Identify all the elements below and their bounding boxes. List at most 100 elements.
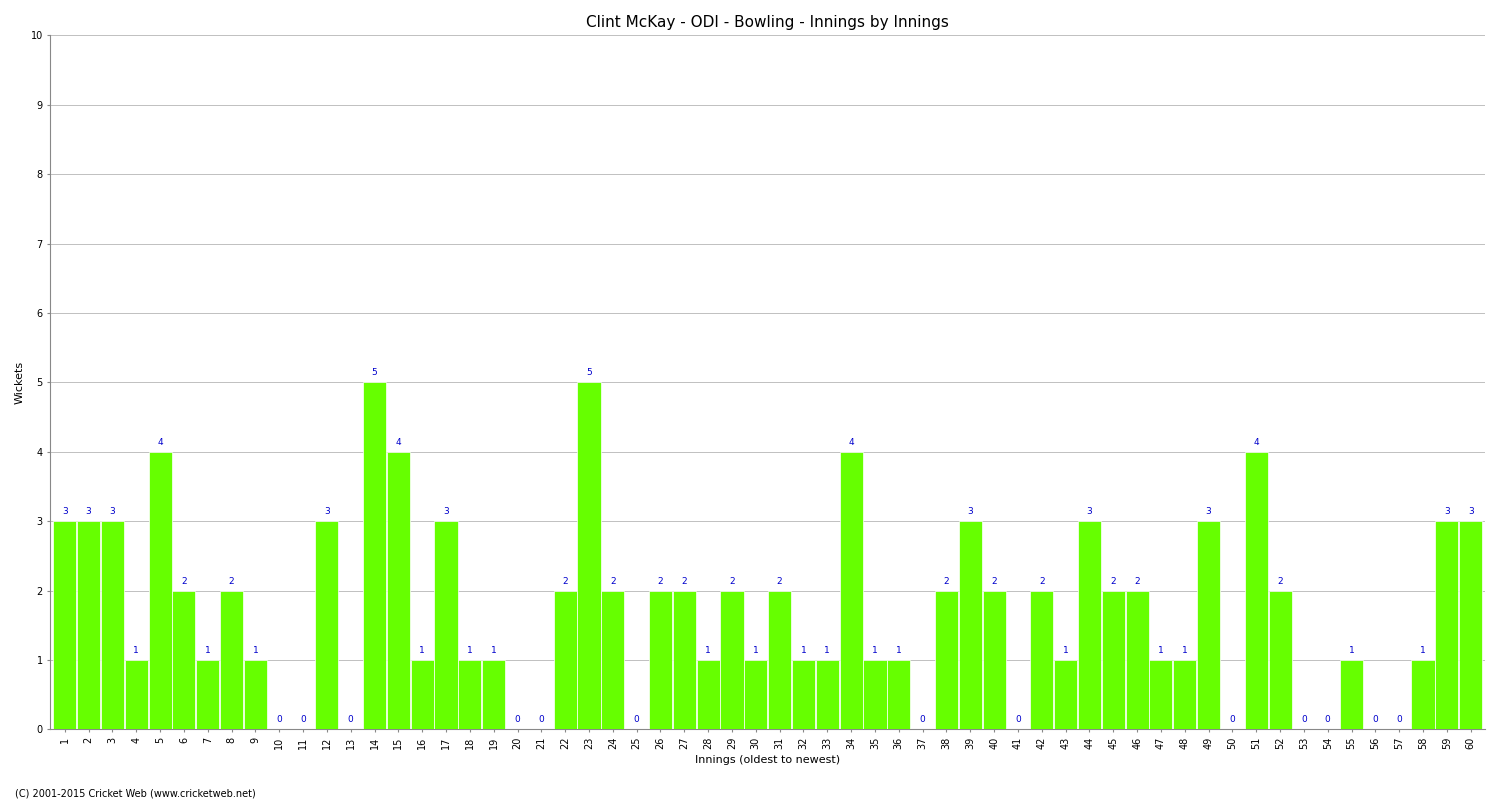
Text: 1: 1 — [825, 646, 830, 655]
Bar — [958, 521, 982, 730]
Bar — [148, 452, 171, 730]
Bar — [1340, 660, 1364, 730]
Bar — [363, 382, 386, 730]
Bar — [411, 660, 434, 730]
Text: 5: 5 — [372, 369, 378, 378]
Bar — [220, 590, 243, 730]
Text: 0: 0 — [276, 715, 282, 725]
Text: 3: 3 — [62, 507, 68, 516]
Text: 1: 1 — [896, 646, 902, 655]
Bar — [840, 452, 862, 730]
Text: 0: 0 — [1372, 715, 1378, 725]
Text: 1: 1 — [252, 646, 258, 655]
Text: 0: 0 — [1324, 715, 1330, 725]
Bar — [554, 590, 576, 730]
Text: 1: 1 — [753, 646, 759, 655]
Text: 0: 0 — [300, 715, 306, 725]
Text: 0: 0 — [538, 715, 544, 725]
Bar — [1245, 452, 1268, 730]
Text: 1: 1 — [206, 646, 210, 655]
Text: 2: 2 — [562, 577, 568, 586]
Text: 3: 3 — [110, 507, 116, 516]
Text: 1: 1 — [871, 646, 877, 655]
Text: 5: 5 — [586, 369, 592, 378]
Bar — [482, 660, 506, 730]
Bar — [816, 660, 839, 730]
Text: 2: 2 — [1040, 577, 1044, 586]
Text: 1: 1 — [1158, 646, 1164, 655]
Text: 2: 2 — [1278, 577, 1282, 586]
Text: 3: 3 — [1206, 507, 1212, 516]
Bar — [1078, 521, 1101, 730]
Text: 0: 0 — [1396, 715, 1402, 725]
Bar — [864, 660, 886, 730]
Text: 2: 2 — [228, 577, 234, 586]
Bar — [435, 521, 457, 730]
Bar — [315, 521, 339, 730]
Text: 4: 4 — [1254, 438, 1258, 447]
Bar — [76, 521, 101, 730]
Text: 2: 2 — [944, 577, 950, 586]
Text: 2: 2 — [182, 577, 186, 586]
Bar — [1101, 590, 1125, 730]
Text: 0: 0 — [348, 715, 354, 725]
Text: 2: 2 — [777, 577, 783, 586]
Bar — [172, 590, 195, 730]
Text: 1: 1 — [1182, 646, 1188, 655]
Bar — [1436, 521, 1458, 730]
Text: 4: 4 — [849, 438, 853, 447]
Y-axis label: Wickets: Wickets — [15, 361, 26, 404]
Title: Clint McKay - ODI - Bowling - Innings by Innings: Clint McKay - ODI - Bowling - Innings by… — [586, 15, 950, 30]
Text: 0: 0 — [1300, 715, 1306, 725]
Text: 3: 3 — [968, 507, 974, 516]
Text: 2: 2 — [1134, 577, 1140, 586]
Text: 3: 3 — [1468, 507, 1473, 516]
Bar — [1030, 590, 1053, 730]
Text: 3: 3 — [442, 507, 448, 516]
Text: 1: 1 — [420, 646, 424, 655]
Bar — [1412, 660, 1434, 730]
Bar — [124, 660, 148, 730]
Bar — [886, 660, 910, 730]
Text: 4: 4 — [158, 438, 164, 447]
Bar — [53, 521, 76, 730]
Bar — [744, 660, 768, 730]
Bar — [196, 660, 219, 730]
Bar — [1173, 660, 1197, 730]
Bar — [459, 660, 482, 730]
Bar — [1125, 590, 1149, 730]
Text: 0: 0 — [634, 715, 639, 725]
Text: 1: 1 — [1062, 646, 1068, 655]
Text: 2: 2 — [729, 577, 735, 586]
Text: 3: 3 — [86, 507, 92, 516]
Text: 2: 2 — [1110, 577, 1116, 586]
Text: 1: 1 — [466, 646, 472, 655]
Text: 0: 0 — [514, 715, 520, 725]
X-axis label: Innings (oldest to newest): Innings (oldest to newest) — [694, 755, 840, 765]
Bar — [1269, 590, 1292, 730]
Text: 3: 3 — [1086, 507, 1092, 516]
Bar — [982, 590, 1005, 730]
Text: 2: 2 — [610, 577, 615, 586]
Text: 0: 0 — [1230, 715, 1236, 725]
Bar — [244, 660, 267, 730]
Text: 3: 3 — [1444, 507, 1449, 516]
Text: 3: 3 — [324, 507, 330, 516]
Bar — [1149, 660, 1173, 730]
Bar — [387, 452, 410, 730]
Bar — [1054, 660, 1077, 730]
Bar — [696, 660, 720, 730]
Text: 1: 1 — [801, 646, 807, 655]
Bar — [792, 660, 814, 730]
Text: 1: 1 — [1348, 646, 1354, 655]
Bar — [1197, 521, 1219, 730]
Bar — [768, 590, 790, 730]
Bar — [1460, 521, 1482, 730]
Text: 1: 1 — [134, 646, 140, 655]
Text: 2: 2 — [681, 577, 687, 586]
Text: 1: 1 — [490, 646, 496, 655]
Bar — [100, 521, 124, 730]
Bar — [602, 590, 624, 730]
Bar — [934, 590, 958, 730]
Text: 0: 0 — [1016, 715, 1022, 725]
